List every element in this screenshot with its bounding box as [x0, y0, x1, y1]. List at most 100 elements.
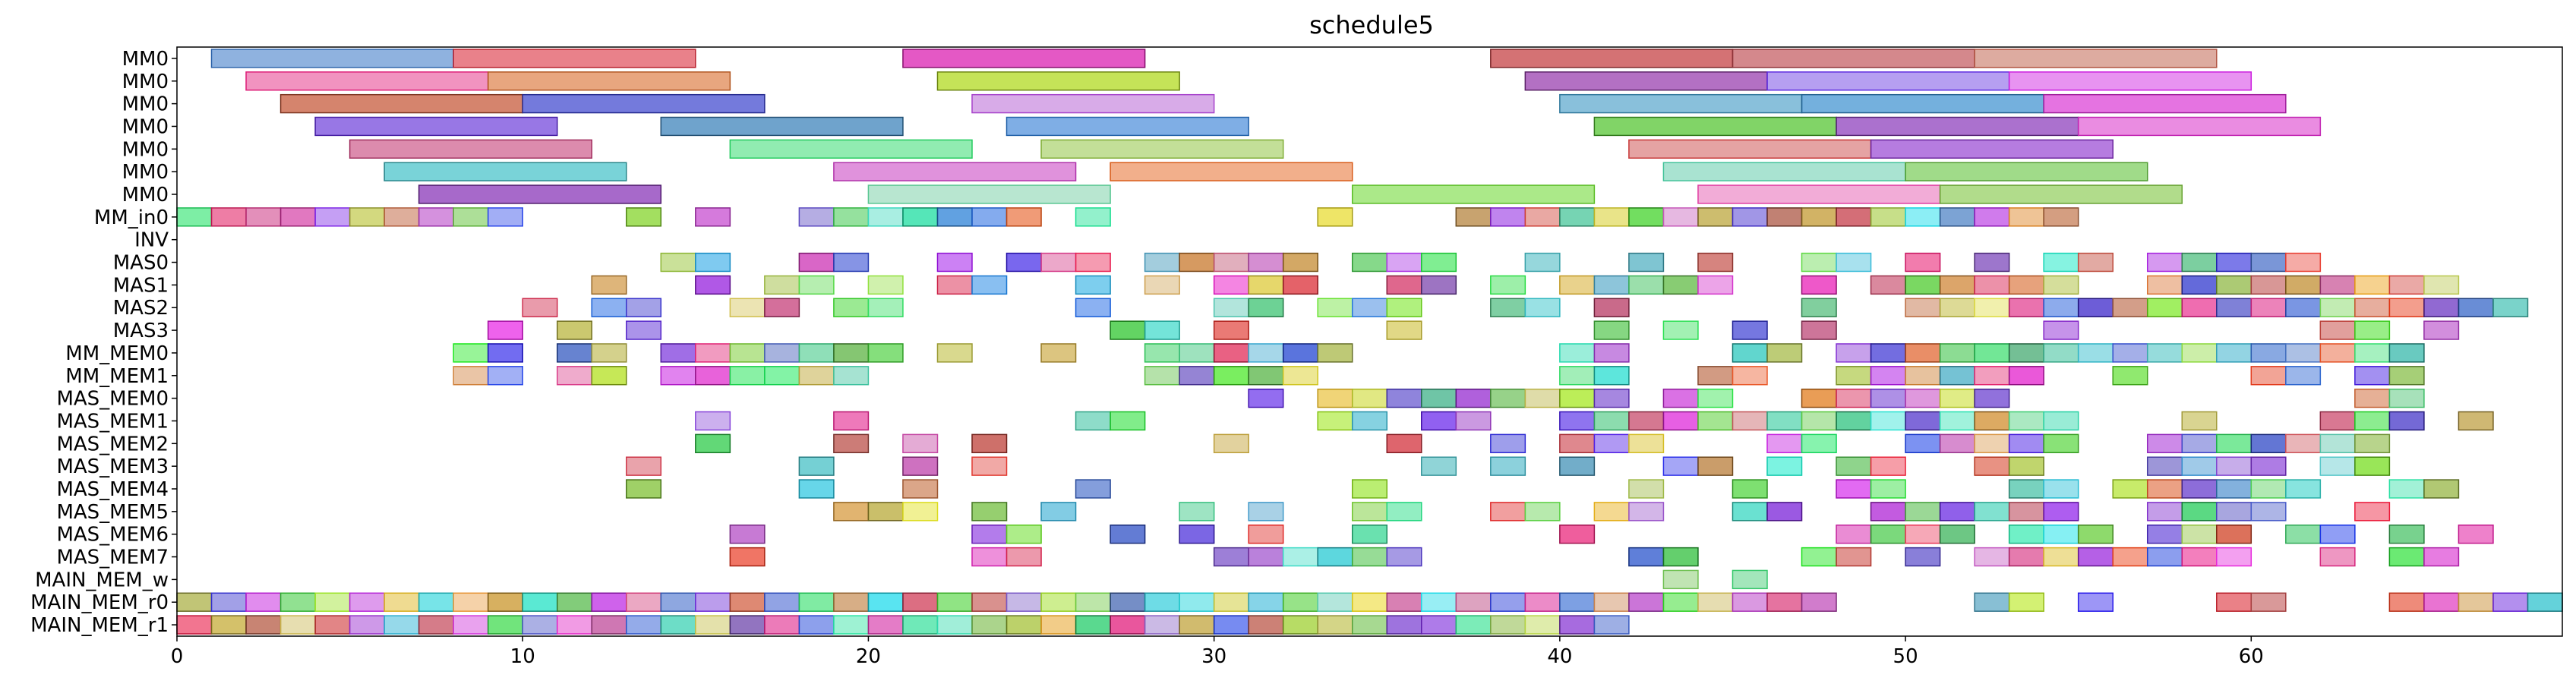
- x-tick-label: 20: [856, 645, 881, 668]
- gantt-bar-mas3-191: [2319, 320, 2356, 340]
- y-tick-label: MAS_MEM0: [56, 388, 169, 411]
- gantt-bar-main-mem-r1-528: [867, 615, 904, 635]
- gantt-bar-mas1-108: [591, 275, 627, 295]
- gantt-bar-mas3-184: [1213, 320, 1249, 340]
- gantt-bar-main-mem-r0-490: [1559, 592, 1596, 612]
- gantt-bar-mas3-188: [1732, 320, 1768, 340]
- gantt-bar-mas-mem7-439: [2043, 547, 2079, 567]
- gantt-bar-mas-mem7-424: [971, 547, 1008, 567]
- gantt-bar-mas0-80: [798, 252, 835, 273]
- gantt-bar-mas2-150: [867, 298, 904, 317]
- gantt-bar-main-mem-r1-542: [1351, 615, 1388, 635]
- gantt-bar-mas-mem3-343: [1662, 456, 1699, 476]
- gantt-bar-mm0-38: [1939, 184, 2183, 204]
- y-tick-label: MAS_MEM5: [56, 501, 169, 524]
- gantt-bar-mas-mem5-385: [1524, 502, 1561, 522]
- gantt-bar-main-mem-r1-534: [1075, 615, 1111, 635]
- gantt-bar-mas-mem2-321: [1628, 433, 1665, 453]
- gantt-bar-main-mem-r1-548: [1559, 615, 1596, 635]
- gantt-bar-mas-mem6-403: [1005, 525, 1042, 544]
- gantt-bar-mm0-8: [936, 71, 1180, 91]
- gantt-bar-mas1-127: [1697, 275, 1734, 295]
- gantt-bar-mas1-115: [1075, 275, 1111, 295]
- gantt-bar-mas1-112: [867, 275, 904, 295]
- gantt-bar-mas-mem4-360: [1351, 479, 1388, 499]
- gantt-bar-mm0-7: [487, 71, 731, 91]
- gantt-bar-mas0-98: [1836, 252, 1872, 273]
- gantt-bar-main-mem-r1-516: [453, 615, 489, 635]
- gantt-bar-mas-mem4-357: [798, 479, 835, 499]
- gantt-bar-mas-mem4-358: [902, 479, 939, 499]
- gantt-bar-mm-mem0-202: [798, 343, 835, 363]
- gantt-bar-main-mem-r1-526: [798, 615, 835, 635]
- gantt-bar-mm0-12: [279, 93, 523, 114]
- gantt-bar-mm0-37: [1697, 184, 1941, 204]
- gantt-bar-mas-mem2-329: [2146, 433, 2183, 453]
- gantt-bar-mas1-119: [1282, 275, 1318, 295]
- gantt-bar-mas-mem7-433: [1662, 547, 1699, 567]
- gantt-bar-mas2-172: [2285, 298, 2322, 317]
- gantt-bar-mas-mem3-344: [1697, 456, 1734, 476]
- gantt-bar-main-mem-r0-477: [1110, 592, 1146, 612]
- gantt-bar-mas1-132: [1974, 275, 2010, 295]
- gantt-bar-mm-mem0-209: [1213, 343, 1249, 363]
- gantt-bar-mm-mem0-229: [2250, 343, 2287, 363]
- gantt-bar-mas2-144: [522, 298, 558, 317]
- gantt-bar-mm-mem0-214: [1593, 343, 1630, 363]
- gantt-bar-mm-in0-39: [176, 207, 213, 227]
- gantt-bar-mas2-166: [2077, 298, 2114, 317]
- gantt-bar-mm0-35: [867, 184, 1111, 204]
- gantt-bar-mas-mem7-444: [2216, 547, 2252, 567]
- gantt-bar-mm0-10: [1766, 71, 2010, 91]
- gantt-bar-mas2-163: [1974, 298, 2010, 317]
- gantt-bar-main-mem-r1-517: [487, 615, 523, 635]
- gantt-bar-mas-mem6-407: [1351, 525, 1388, 544]
- gantt-bar-mas-mem3-352: [2216, 456, 2252, 476]
- gantt-bar-mas-mem5-387: [1628, 502, 1665, 522]
- gantt-bar-mas1-109: [695, 275, 731, 295]
- gantt-bar-main-mem-r0-497: [1801, 592, 1837, 612]
- gantt-bar-mas-mem5-383: [1386, 502, 1422, 522]
- gantt-bar-main-mem-r0-482: [1282, 592, 1318, 612]
- gantt-bar-main-mem-r0-472: [936, 592, 973, 612]
- gantt-bar-mm-mem1-254: [1870, 366, 1906, 386]
- gantt-bar-mm-in0-43: [314, 207, 351, 227]
- gantt-bar-mas1-131: [1939, 275, 1975, 295]
- gantt-bar-mm0-14: [971, 93, 1215, 114]
- gantt-bar-mm-in0-71: [1836, 207, 1872, 227]
- gantt-bar-mas-mem4-366: [2043, 479, 2079, 499]
- gantt-bar-mas-mem2-314: [902, 433, 939, 453]
- gantt-bar-mas1-116: [1144, 275, 1180, 295]
- gantt-bar-mas-mem0-282: [2354, 388, 2391, 408]
- gantt-bar-mas-mem6-406: [1248, 525, 1284, 544]
- gantt-bar-mas-mem3-342: [1559, 456, 1596, 476]
- gantt-bar-mas0-99: [1905, 252, 1941, 273]
- gantt-bar-main-mem-r1-537: [1179, 615, 1215, 635]
- gantt-bar-mas1-133: [2008, 275, 2044, 295]
- gantt-bar-mm-in0-77: [2043, 207, 2079, 227]
- gantt-bar-mm-mem0-223: [2043, 343, 2079, 363]
- gantt-bar-mm0-31: [1110, 162, 1353, 181]
- gantt-bar-mas-mem2-313: [833, 433, 870, 453]
- gantt-bar-mas2-174: [2354, 298, 2391, 317]
- gantt-bar-mas-mem4-363: [1836, 479, 1872, 499]
- gantt-bar-main-mem-r0-507: [2527, 592, 2563, 612]
- gantt-bar-mm0-9: [1524, 71, 1768, 91]
- gantt-bar-mm-mem1-261: [2285, 366, 2322, 386]
- gantt-bar-mas2-165: [2043, 298, 2079, 317]
- gantt-bar-mas-mem6-419: [2285, 525, 2322, 544]
- gantt-bar-mm-in0-73: [1905, 207, 1941, 227]
- gantt-bar-mas-mem5-381: [1248, 502, 1284, 522]
- gantt-bar-mas-mem7-442: [2146, 547, 2183, 567]
- gantt-bar-mas0-100: [1974, 252, 2010, 273]
- gantt-bar-mas3-189: [1801, 320, 1837, 340]
- gantt-bar-main-mem-r0-506: [2492, 592, 2529, 612]
- gantt-bar-mm-in0-65: [1628, 207, 1665, 227]
- gantt-bar-mas-mem3-345: [1766, 456, 1803, 476]
- gantt-bar-mm-mem1-245: [1179, 366, 1215, 386]
- y-axis: MM0MM0MM0MM0MM0MM0MM0MM_in0INVMAS0MAS1MA…: [30, 48, 177, 637]
- gantt-bar-mas-mem3-341: [1490, 456, 1526, 476]
- gantt-bar-mm-mem1-239: [695, 366, 731, 386]
- gantt-bar-mas2-149: [833, 298, 870, 317]
- gantt-bar-mas2-156: [1386, 298, 1422, 317]
